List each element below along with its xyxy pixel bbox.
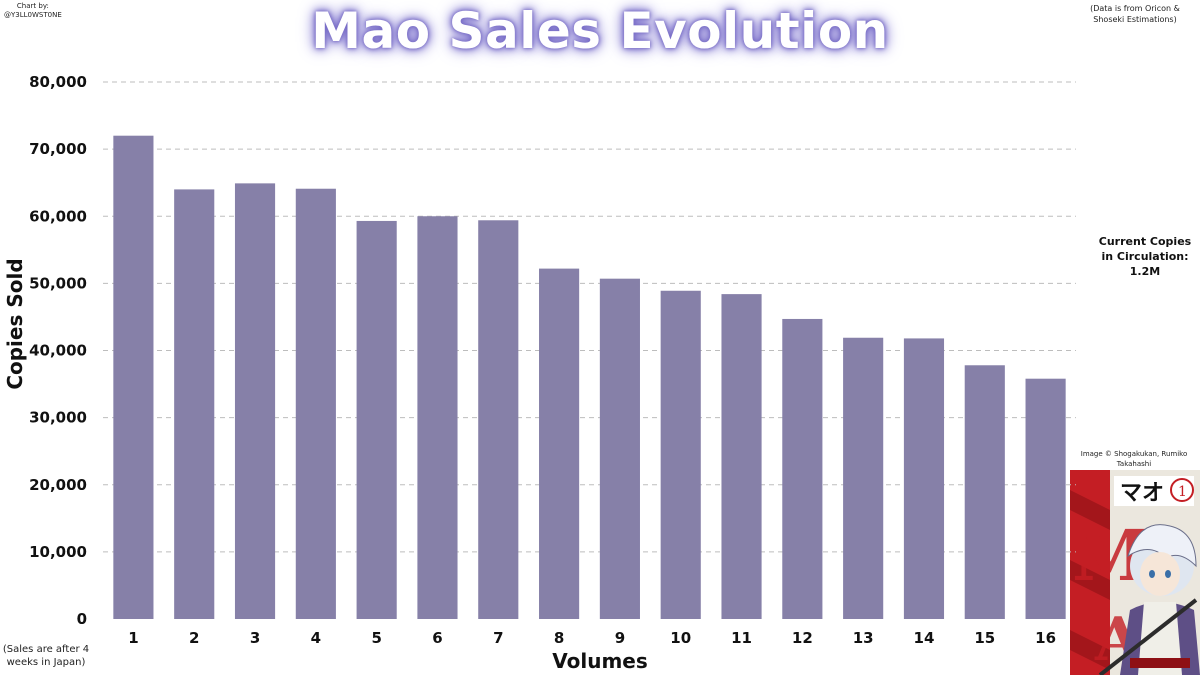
image-credit: Image © Shogakukan, Rumiko Takahashi [1080,450,1188,468]
bar-volume-4 [295,188,336,619]
bar-volume-15 [964,365,1005,619]
y-tick-label: 80,000 [29,73,87,91]
y-tick-label: 20,000 [29,476,87,494]
y-tick-label: 10,000 [29,543,87,561]
x-tick-label: 13 [853,629,874,647]
bar-volume-10 [660,290,701,619]
x-tick-label: 2 [189,629,199,647]
bar-volume-7 [478,220,519,619]
chart-title: Mao Sales Evolution [311,2,889,60]
y-tick-label: 70,000 [29,140,87,158]
svg-text:マオ: マオ [1120,481,1164,506]
bar-volume-8 [539,268,580,619]
x-tick-label: 7 [493,629,503,647]
bar-volume-9 [599,278,640,619]
footnote: (Sales are after 4 weeks in Japan) [2,644,90,668]
credit-handle: @Y3LL0WST0NE [4,11,62,19]
bar-volume-6 [417,216,458,619]
bar-volume-5 [356,220,397,620]
x-tick-label: 3 [250,629,260,647]
svg-text:1: 1 [1178,484,1187,500]
x-axis-label: Volumes [552,649,648,673]
y-tick-label: 50,000 [29,274,87,292]
x-tick-label: 10 [670,629,691,647]
y-axis-ticks: 0 10,000 20,000 30,000 40,000 50,000 60,000 70,… [29,73,87,628]
credit-label: Chart by: [16,2,49,10]
bar-volume-3 [234,183,276,619]
circulation-value: 1.2M [1129,265,1161,278]
circulation-line-1: Current Copies [1098,235,1192,248]
bar-volume-16 [1025,378,1066,619]
x-tick-label: 5 [371,629,381,647]
circulation-info: Current Copies in Circulation: 1.2M [1098,234,1192,279]
x-tick-label: 1 [128,629,138,647]
x-tick-label: 4 [311,629,321,647]
bar-volume-11 [721,294,762,619]
bar-volume-13 [843,337,884,619]
circulation-line-2: in Circulation: [1101,250,1189,263]
x-axis-ticks: 1 2 3 4 5 6 7 8 9 10 11 12 13 14 15 16 [128,629,1056,647]
x-tick-label: 16 [1035,629,1056,647]
y-axis-label: Copies Sold [3,258,27,389]
x-tick-label: 8 [554,629,564,647]
y-tick-label: 60,000 [29,207,87,225]
chart-credit: Chart by: @Y3LL0WST0NE [4,2,62,20]
x-tick-label: 15 [974,629,995,647]
bar-volume-12 [782,318,823,619]
data-source-note: (Data is from Oricon & Shoseki Estimatio… [1090,4,1180,24]
x-tick-label: 12 [792,629,813,647]
bars [113,135,1066,620]
manga-cover-icon: マオ 1 M A [1070,470,1200,675]
x-tick-label: 9 [615,629,625,647]
bar-volume-1 [113,135,154,619]
bar-volume-2 [174,189,215,619]
y-tick-label: 0 [77,610,87,628]
x-tick-label: 14 [914,629,935,647]
y-tick-label: 40,000 [29,342,87,360]
y-tick-label: 30,000 [29,409,87,427]
x-tick-label: 6 [432,629,442,647]
x-tick-label: 11 [731,629,752,647]
bar-volume-14 [903,338,945,619]
